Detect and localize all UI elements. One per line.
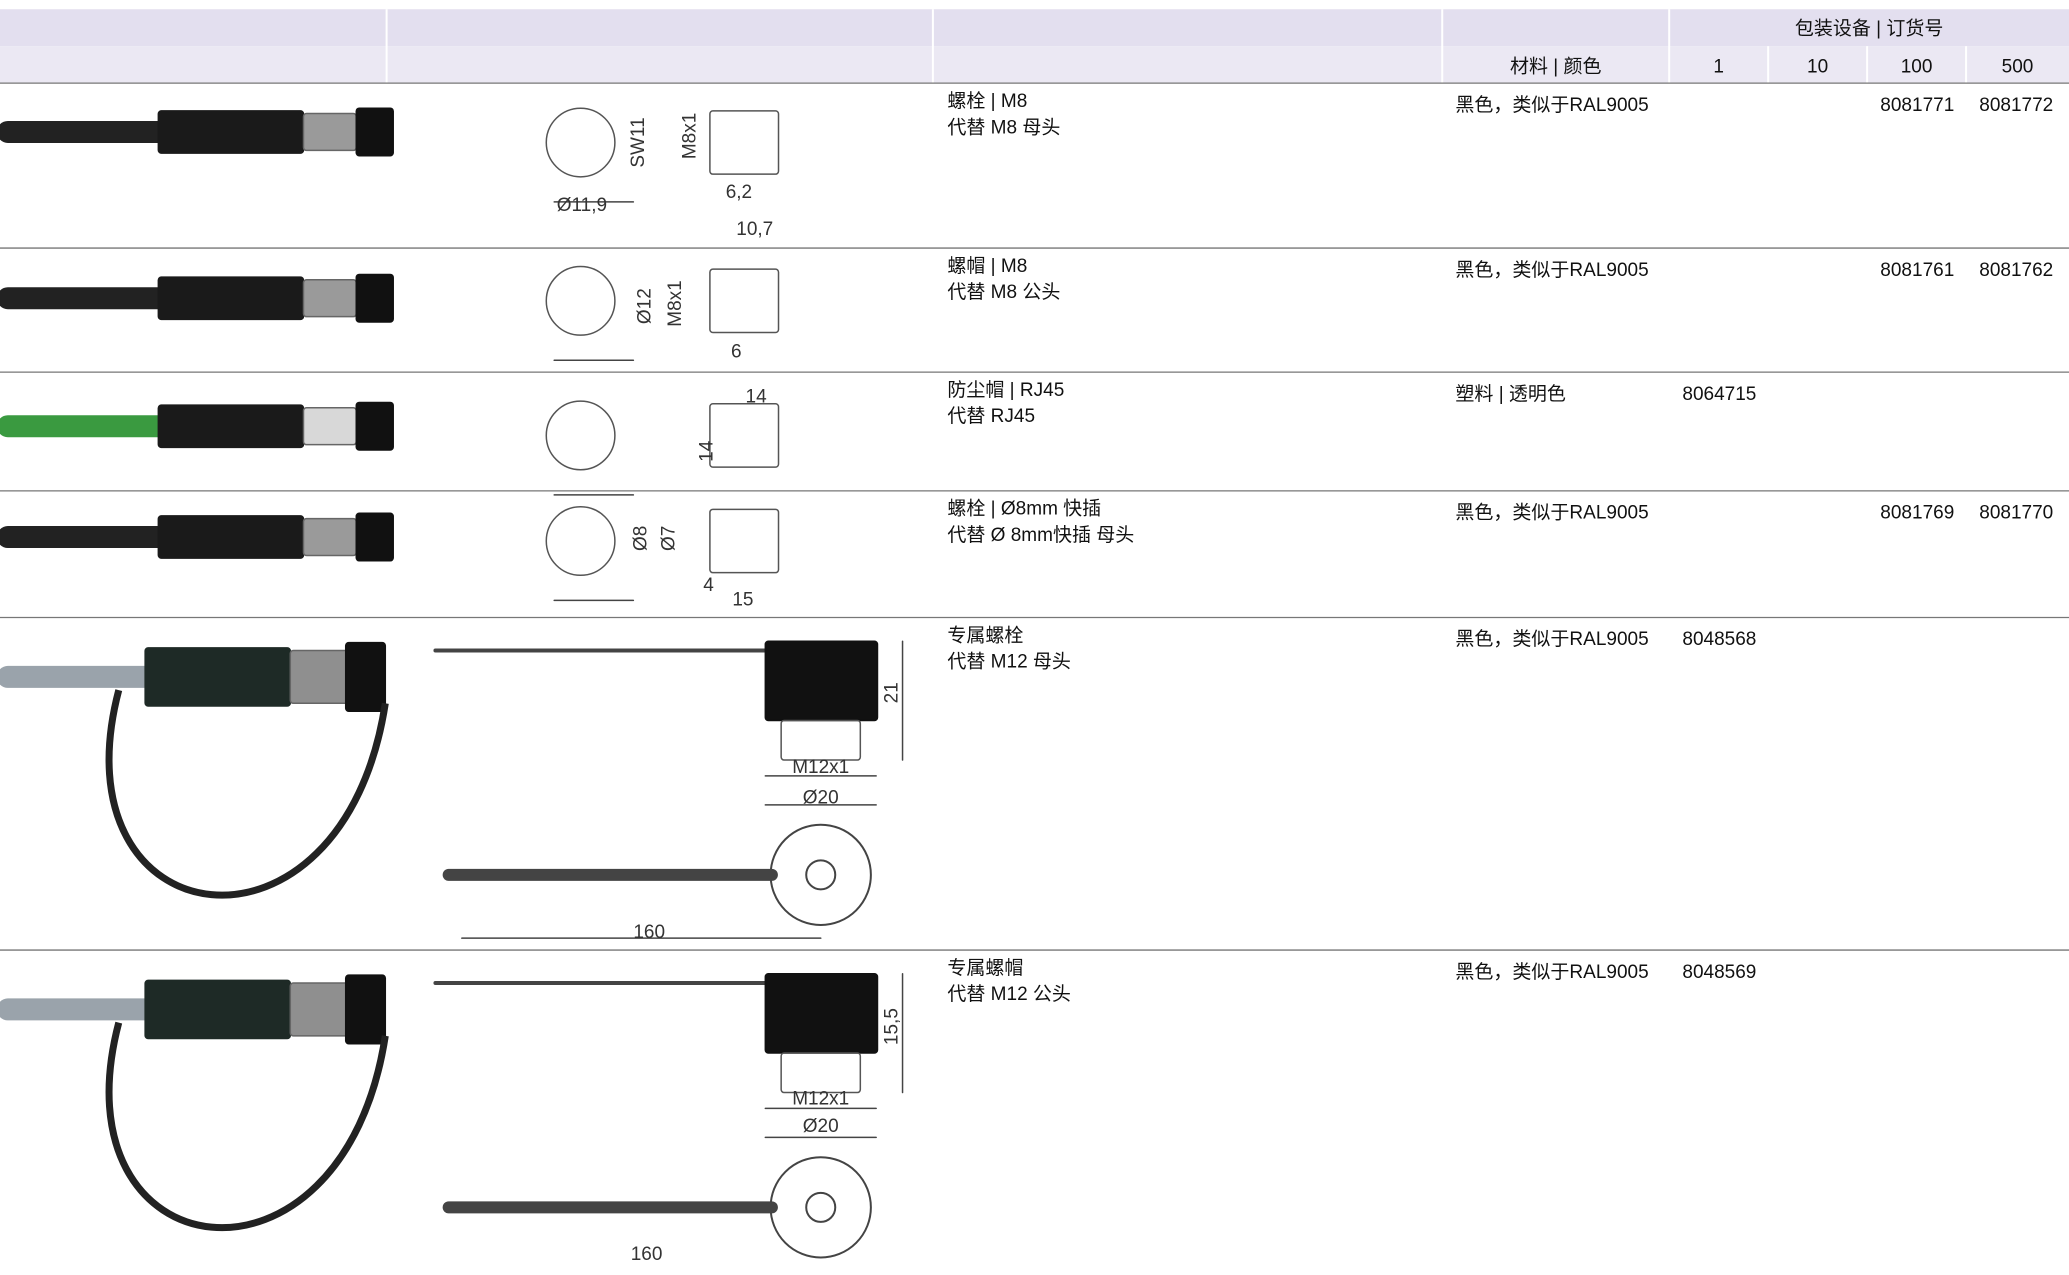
connector-body <box>144 647 292 707</box>
dimension-label: 14 <box>697 440 718 462</box>
header-band <box>0 46 2069 84</box>
dimension-label: 15 <box>732 590 753 611</box>
product-title: 专属螺帽 <box>947 957 1023 979</box>
tether <box>105 1021 389 1232</box>
material: 黑色，类似于RAL9005 <box>1455 259 1648 281</box>
header-material: 材料 | 颜色 <box>1510 56 1602 78</box>
dimension-label: 10,7 <box>736 219 773 240</box>
drawing-side <box>709 508 780 574</box>
drawing-front <box>545 400 616 471</box>
dimension-label: 21 <box>881 682 902 703</box>
dimension-label: Ø20 <box>803 788 839 809</box>
dimension-label: M8x1 <box>665 280 686 326</box>
dimension-label: Ø8 <box>631 526 652 551</box>
material: 黑色，类似于RAL9005 <box>1455 961 1648 983</box>
cap-thread <box>780 719 862 761</box>
drawing-front <box>545 265 616 336</box>
order-number: 8081769 <box>1880 503 1954 524</box>
material: 塑料 | 透明色 <box>1455 383 1566 405</box>
header-quantity: 1 <box>1713 57 1724 78</box>
connector-nut <box>302 112 358 152</box>
product-subtitle: 代替 M8 母头 <box>947 116 1060 138</box>
dimension-label: Ø11,9 <box>557 195 607 216</box>
dimension-label: Ø20 <box>803 1116 839 1137</box>
dimension-label: M8x1 <box>679 113 700 159</box>
ring <box>769 823 872 926</box>
cap-body <box>764 973 879 1054</box>
dimension-label: Ø12 <box>635 288 656 324</box>
product-title: 螺栓 | Ø8mm 快插 <box>947 498 1101 520</box>
header-band <box>0 9 2069 47</box>
dimension-label: SW11 <box>628 117 649 167</box>
drawing-front <box>545 505 616 577</box>
connector-cap <box>344 974 387 1045</box>
connector-nut <box>289 649 351 705</box>
order-number: 8081770 <box>1979 503 2053 524</box>
connector-cap <box>355 512 394 562</box>
order-number: 8048569 <box>1682 962 1756 983</box>
order-number: 8048568 <box>1682 629 1756 650</box>
connector-body <box>157 276 305 321</box>
connector-nut <box>289 982 351 1037</box>
material: 黑色，类似于RAL9005 <box>1455 94 1648 116</box>
header-quantity: 500 <box>2002 57 2034 78</box>
cap-body <box>764 640 879 722</box>
product-title: 螺帽 | M8 <box>947 255 1027 277</box>
order-number: 8081762 <box>1979 260 2053 281</box>
connector-cap <box>355 107 394 157</box>
dimension-label: 160 <box>631 1244 663 1265</box>
connector-body <box>157 110 305 154</box>
tether <box>105 689 389 899</box>
dimension-label: 160 <box>633 922 665 943</box>
order-number: 8064715 <box>1682 384 1756 405</box>
dimension-label: 6 <box>731 342 742 363</box>
connector-nut <box>302 278 358 318</box>
dimension-label: 14 <box>746 386 768 407</box>
connector-nut <box>302 517 358 557</box>
product-title: 专属螺栓 <box>947 624 1023 646</box>
order-number: 8081761 <box>1880 260 1954 281</box>
drawing-side <box>709 403 780 468</box>
connector-cap <box>344 641 387 712</box>
dimension-label: M12x1 <box>792 1088 849 1109</box>
ring-hole <box>805 859 837 891</box>
drawing-front <box>545 107 616 178</box>
dimension-label: M12x1 <box>792 757 849 778</box>
connector-nut <box>302 406 358 446</box>
connector-cap <box>355 273 394 323</box>
header-quantity: 100 <box>1901 57 1933 78</box>
product-title: 防尘帽 | RJ45 <box>947 379 1064 401</box>
connector-body <box>157 515 305 559</box>
product-subtitle: 代替 Ø 8mm快插 母头 <box>947 524 1134 546</box>
material: 黑色，类似于RAL9005 <box>1455 502 1648 524</box>
header-group: 包装设备 | 订货号 <box>1795 17 1944 39</box>
header-quantity: 10 <box>1807 57 1828 78</box>
connector-body <box>144 979 292 1040</box>
drawing-side <box>709 268 780 334</box>
product-subtitle: 代替 RJ45 <box>947 405 1035 427</box>
product-subtitle: 代替 M12 公头 <box>947 983 1071 1005</box>
drawing-side <box>709 110 780 175</box>
connector-cap <box>355 401 394 451</box>
cap-thread <box>780 1052 862 1094</box>
dimension-label: 6,2 <box>726 182 752 203</box>
order-number: 8081772 <box>1979 95 2053 116</box>
dimension-label: 4 <box>703 575 714 596</box>
product-subtitle: 代替 M8 公头 <box>947 281 1060 303</box>
product-subtitle: 代替 M12 母头 <box>947 651 1071 673</box>
dimension-label: 15,5 <box>881 1008 902 1045</box>
connector-body <box>157 404 305 449</box>
order-number: 8081771 <box>1880 95 1954 116</box>
dimension-label: Ø7 <box>658 526 679 551</box>
ring <box>769 1156 872 1259</box>
ring-hole <box>805 1191 837 1223</box>
product-title: 螺栓 | M8 <box>947 90 1027 112</box>
material: 黑色，类似于RAL9005 <box>1455 628 1648 650</box>
